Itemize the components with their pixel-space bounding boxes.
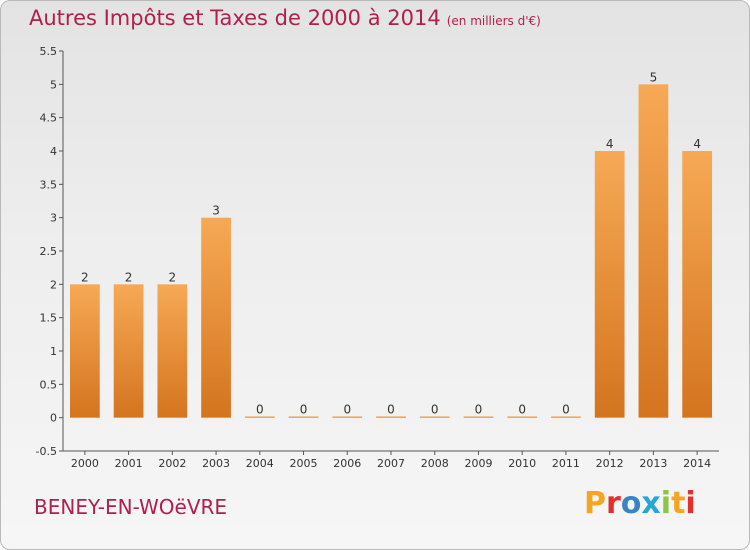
x-tick-label: 2010 (508, 457, 536, 470)
y-tick-label: 0 (50, 412, 57, 425)
y-tick-label: 2.5 (40, 245, 58, 258)
y-tick-label: 3 (50, 212, 57, 225)
chart-title-text: Autres Impôts et Taxes de 2000 à 2014 (29, 6, 441, 30)
x-tick-label: 2009 (464, 457, 492, 470)
bar-value-label: 0 (343, 402, 351, 416)
bar-value-label: 3 (212, 204, 220, 218)
bar (594, 151, 625, 418)
y-tick-label: -0.5 (36, 445, 57, 458)
bar-value-label: 0 (518, 402, 526, 416)
chart-title: Autres Impôts et Taxes de 2000 à 2014 (en… (29, 6, 541, 30)
bar-value-label: 5 (650, 70, 658, 84)
x-tick-label: 2002 (158, 457, 186, 470)
bar-value-label: 4 (606, 137, 614, 151)
bar-value-label: 4 (693, 137, 701, 151)
bar (551, 416, 581, 418)
bar (638, 84, 669, 418)
bar (113, 284, 144, 418)
chart-unit: (en milliers d'€) (446, 14, 541, 28)
x-tick-label: 2001 (115, 457, 143, 470)
x-tick-label: 2013 (639, 457, 667, 470)
x-tick-label: 2003 (202, 457, 230, 470)
x-tick-label: 2004 (246, 457, 274, 470)
bar (682, 151, 713, 418)
x-tick-label: 2011 (552, 457, 580, 470)
y-tick-label: 4 (50, 145, 57, 158)
bar-value-label: 2 (81, 270, 89, 284)
bar (419, 416, 450, 418)
bar-value-label: 0 (475, 402, 483, 416)
y-tick-label: 4.5 (40, 112, 58, 125)
bar (376, 416, 406, 418)
bar (507, 416, 538, 418)
bar (463, 416, 494, 418)
bar (157, 284, 188, 418)
y-tick-label: 2 (50, 278, 57, 291)
x-tick-label: 2000 (71, 457, 99, 470)
bar-value-label: 0 (256, 402, 264, 416)
y-tick-label: 1.5 (40, 312, 58, 325)
bar-value-label: 2 (125, 270, 133, 284)
bar-value-label: 0 (300, 402, 308, 416)
bar-value-label: 0 (431, 402, 439, 416)
bar-value-label: 0 (387, 402, 395, 416)
x-tick-label: 2005 (290, 457, 318, 470)
bar (201, 217, 231, 418)
town-name: BENEY-EN-WOëVRE (34, 495, 228, 519)
y-tick-label: 1 (50, 345, 57, 358)
y-tick-label: 5 (50, 78, 57, 91)
x-tick-label: 2007 (377, 457, 405, 470)
x-tick-label: 2014 (683, 457, 711, 470)
bar (69, 284, 100, 418)
x-tick-label: 2008 (421, 457, 449, 470)
bar (332, 416, 363, 418)
bar-value-label: 0 (562, 402, 570, 416)
x-tick-label: 2006 (333, 457, 361, 470)
y-tick-label: 0.5 (40, 378, 58, 391)
bar (244, 416, 275, 418)
y-tick-label: 3.5 (40, 178, 58, 191)
x-tick-label: 2012 (596, 457, 624, 470)
bar-value-label: 2 (169, 270, 177, 284)
bar (288, 416, 319, 418)
y-tick-label: 5.5 (40, 45, 58, 58)
proxiti-logo[interactable]: Proxiti (584, 486, 696, 521)
